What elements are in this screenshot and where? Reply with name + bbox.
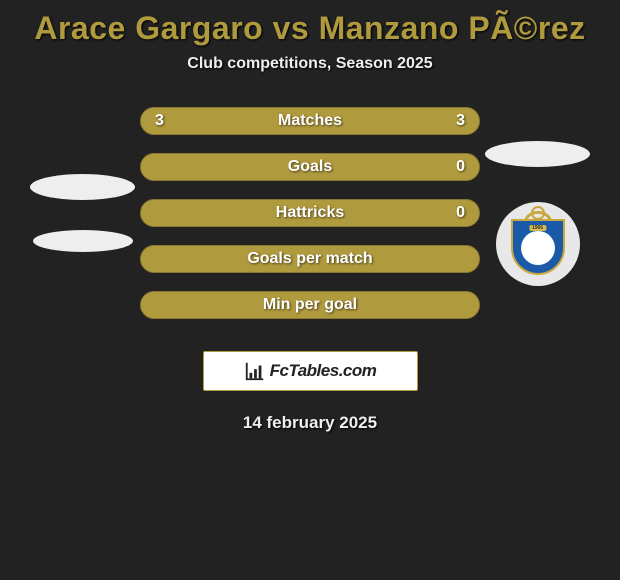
- stat-label: Hattricks: [276, 204, 344, 222]
- stat-label: Goals per match: [247, 250, 372, 268]
- crest-icon: 1966: [511, 213, 565, 275]
- branding-text: FcTables.com: [270, 361, 377, 381]
- player-left-badges: [25, 174, 140, 252]
- stat-right-value: 0: [456, 158, 465, 176]
- stats-row: Matches 3 3 Goals 0 Hattricks 0 Goals per match…: [0, 103, 620, 323]
- stat-bar: Min per goal: [140, 291, 480, 319]
- subtitle: Club competitions, Season 2025: [0, 55, 620, 73]
- badge-placeholder: [30, 174, 135, 200]
- stat-label: Goals: [288, 158, 332, 176]
- club-crest: 1966: [496, 202, 580, 286]
- badge-placeholder: [485, 141, 590, 167]
- stat-bar: Matches 3 3: [140, 107, 480, 135]
- stat-right-value: 0: [456, 204, 465, 222]
- stat-bar: Goals 0: [140, 153, 480, 181]
- branding-box: FcTables.com: [203, 351, 418, 391]
- stat-bar: Hattricks 0: [140, 199, 480, 227]
- badge-placeholder: [33, 230, 133, 252]
- page-title: Arace Gargaro vs Manzano PÃ©rez: [0, 5, 620, 55]
- stat-label: Min per goal: [263, 296, 357, 314]
- bar-chart-icon: [244, 360, 266, 382]
- stat-right-value: 3: [456, 112, 465, 130]
- date-text: 14 february 2025: [0, 413, 620, 433]
- stat-left-value: 3: [155, 112, 164, 130]
- comparison-card: Arace Gargaro vs Manzano PÃ©rez Club com…: [0, 0, 620, 433]
- player-right-badges: 1966: [480, 141, 595, 286]
- stat-bar: Goals per match: [140, 245, 480, 273]
- stat-bars: Matches 3 3 Goals 0 Hattricks 0 Goals per match…: [140, 107, 480, 319]
- stat-label: Matches: [278, 112, 342, 130]
